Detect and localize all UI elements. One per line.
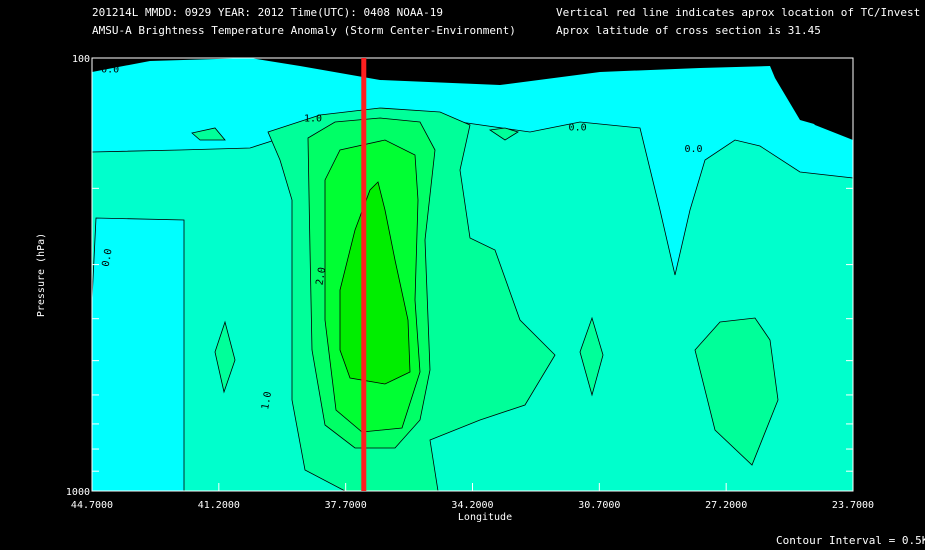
header-line1-right: Vertical red line indicates aprox locati… (556, 6, 921, 19)
header-line2-left: AMSU-A Brightness Temperature Anomaly (S… (92, 24, 516, 37)
contour-label: 0.0 (101, 248, 115, 268)
y-axis-label: Pressure (hPa) (36, 233, 47, 317)
anomaly-fill-layer (91, 58, 854, 492)
header-line1-left: 201214L MMDD: 0929 YEAR: 2012 Time(UTC):… (92, 6, 443, 19)
x-axis-ticks: 44.7000 41.2000 37.7000 34.2000 30.7000 27.20… (71, 483, 874, 511)
x-tick-label: 30.7000 (578, 500, 620, 511)
x-axis-label: Longitude (458, 512, 512, 523)
contour-label: 1.0 (304, 113, 322, 124)
x-tick-label: 37.7000 (325, 500, 367, 511)
x-tick-label: 44.7000 (71, 500, 113, 511)
contour-label: 0.0 (101, 64, 119, 75)
contour-label: 2.0 (314, 266, 328, 286)
anomaly-region-0-5-top-left (191, 127, 226, 141)
contour-label: 0.0 (569, 122, 587, 133)
top-right-dark-cutout (780, 58, 853, 140)
contour-interval-label: Contour Interval = 0.5K (776, 534, 925, 547)
header-line2-right: Aprox latitude of cross section is 31.45 (556, 24, 821, 37)
x-tick-label: 41.2000 (198, 500, 240, 511)
anomaly-region-0-5-east-blob (694, 317, 779, 466)
contour-label: 1.0 (260, 391, 274, 411)
anomaly-region-2 (339, 181, 411, 385)
contour-label: 0.0 (685, 144, 703, 155)
anomaly-region-0-5-top-mid (488, 127, 519, 141)
x-tick-label: 34.2000 (451, 500, 493, 511)
contour-label: 1.0 (453, 57, 471, 68)
y-tick-label: 100 (72, 54, 90, 65)
anomaly-region-0-5-mid-blob (579, 316, 604, 397)
y-axis-ticks: 100 1000 (66, 54, 853, 498)
x-tick-label: 27.2000 (705, 500, 747, 511)
contour-labels: 0.0 0.0 1.0 2.0 1.0 1.0 0.0 0.0 (101, 57, 703, 410)
anomaly-region-0-5-west-blob (214, 320, 236, 394)
y-tick-label: 1000 (66, 487, 90, 498)
x-tick-label: 23.7000 (832, 500, 874, 511)
